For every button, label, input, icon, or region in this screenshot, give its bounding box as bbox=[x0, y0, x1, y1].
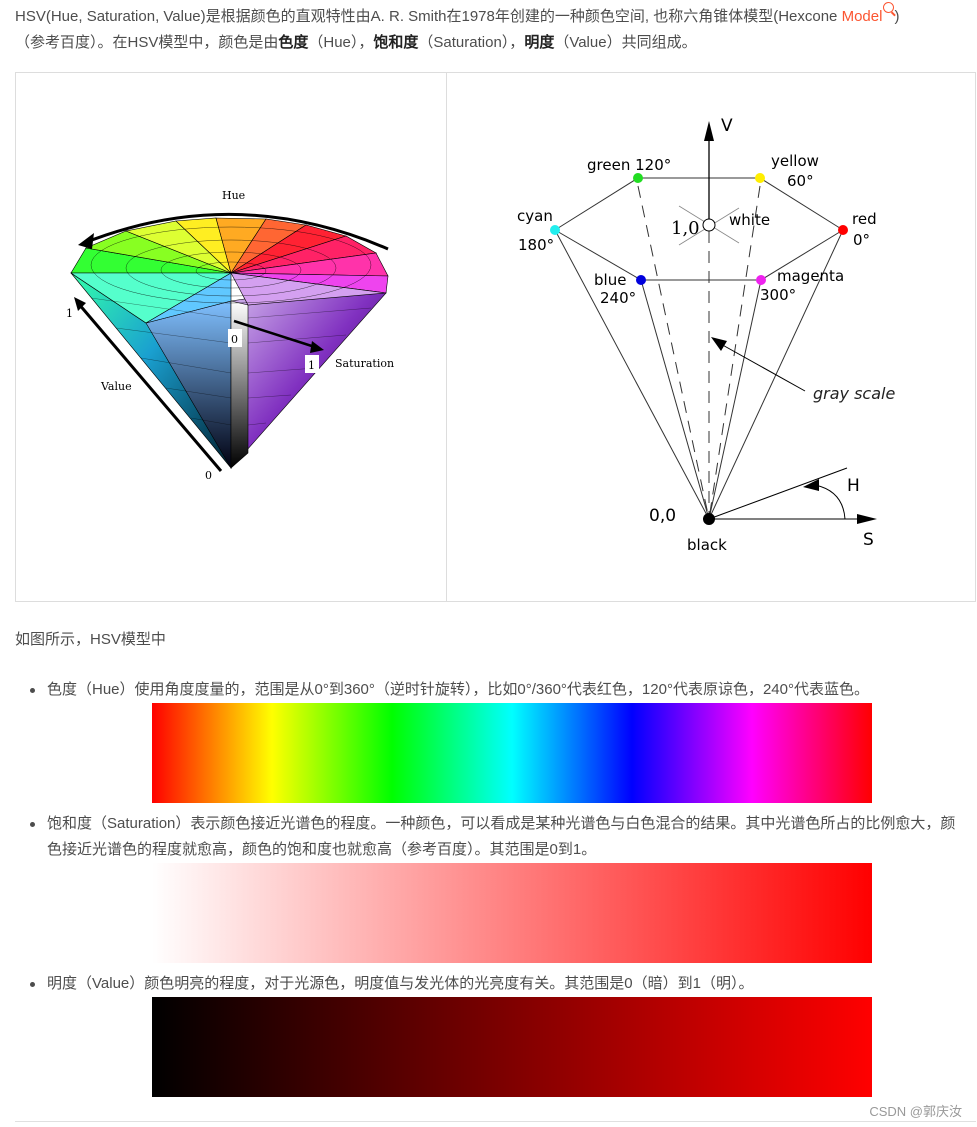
hue-gradient-bar bbox=[152, 703, 872, 803]
intro-text: HSV(Hue, Saturation, Value)是根据颜色的直观特性由A.… bbox=[15, 8, 842, 25]
divider bbox=[15, 1121, 976, 1122]
term-value: 明度 bbox=[524, 34, 555, 51]
intro-text: ) bbox=[894, 8, 900, 25]
caption: 如图所示，HSV模型中 bbox=[15, 631, 166, 648]
hsv-cone-illustration: Hue 1 0 Value 0 1 Saturation bbox=[66, 189, 394, 482]
watermark: CSDN @郭庆汝 bbox=[869, 1104, 962, 1119]
red-angle: 0° bbox=[853, 231, 870, 249]
yellow-vertex bbox=[755, 173, 765, 183]
h-label: H bbox=[847, 476, 860, 496]
bullet-hue: 色度（Hue）使用角度度量的，范围是从0°到360°（逆时针旋转），比如0°/3… bbox=[30, 677, 970, 703]
bullet-saturation: 饱和度（Saturation）表示颜色接近光谱色的程度。一种颜色，可以看成是某种… bbox=[30, 811, 970, 863]
hue-label: Hue bbox=[222, 189, 245, 202]
model-link-text[interactable]: Model bbox=[841, 8, 883, 25]
intro-text: （Hue）， bbox=[308, 34, 374, 51]
blue-angle: 240° bbox=[600, 289, 636, 307]
s-axis-label: S bbox=[863, 530, 874, 550]
hsv-cone-figure: Hue 1 0 Value 0 1 Saturation bbox=[16, 73, 447, 601]
term-hue: 色度 bbox=[278, 34, 309, 51]
yellow-angle: 60° bbox=[787, 172, 814, 190]
green-label: green 120° bbox=[587, 156, 671, 174]
model-search-link[interactable]: Model bbox=[841, 2, 895, 25]
value-max-label: 1 bbox=[66, 307, 73, 320]
bullet-text: 色度（Hue）使用角度度量的，范围是从0°到360°（逆时针旋转），比如0°/3… bbox=[47, 681, 869, 698]
intro-text: （Saturation）， bbox=[418, 34, 525, 51]
value-min-label: 0 bbox=[205, 469, 212, 482]
cyan-label: cyan bbox=[517, 207, 553, 225]
white-value-label: 1,0 bbox=[671, 218, 700, 239]
magenta-label: magenta bbox=[777, 267, 844, 285]
origin-label: 0,0 bbox=[649, 506, 676, 526]
magenta-vertex bbox=[756, 275, 766, 285]
search-icon[interactable] bbox=[883, 2, 895, 13]
figure-table: Hue 1 0 Value 0 1 Saturation bbox=[15, 72, 976, 602]
blue-label: blue bbox=[594, 271, 626, 289]
red-vertex bbox=[838, 225, 848, 235]
saturation-max-label: 1 bbox=[308, 359, 315, 372]
yellow-label: yellow bbox=[771, 152, 819, 170]
cyan-vertex bbox=[550, 225, 560, 235]
saturation-gradient-bar bbox=[152, 863, 872, 963]
saturation-min-label: 0 bbox=[231, 333, 238, 346]
bullet-text: 饱和度（Saturation）表示颜色接近光谱色的程度。一种颜色，可以看成是某种… bbox=[47, 815, 956, 858]
intro-text: （参考百度）。在HSV模型中，颜色是由 bbox=[15, 34, 279, 51]
magenta-angle: 300° bbox=[760, 286, 796, 304]
gray-scale-label: gray scale bbox=[813, 384, 895, 403]
hexcone-illustration: V 1,0 white red 0° yellow 60° green 120°… bbox=[517, 116, 895, 554]
value-label: Value bbox=[100, 380, 132, 393]
red-label: red bbox=[852, 210, 877, 228]
green-vertex bbox=[633, 173, 643, 183]
intro-text: （Value）共同组成。 bbox=[554, 34, 697, 51]
cyan-angle: 180° bbox=[518, 236, 554, 254]
bullet-value: 明度（Value）颜色明亮的程度，对于光源色，明度值与发光体的光亮度有关。其范围… bbox=[30, 971, 970, 997]
bullet-text: 明度（Value）颜色明亮的程度，对于光源色，明度值与发光体的光亮度有关。其范围… bbox=[47, 975, 754, 992]
v-axis-label: V bbox=[721, 116, 733, 136]
term-saturation: 饱和度 bbox=[373, 34, 419, 51]
intro-paragraph: HSV(Hue, Saturation, Value)是根据颜色的直观特性由A.… bbox=[15, 2, 977, 56]
value-gradient-bar bbox=[152, 997, 872, 1097]
white-label: white bbox=[729, 211, 770, 229]
black-label: black bbox=[687, 536, 727, 554]
hexcone-diagram: V 1,0 white red 0° yellow 60° green 120°… bbox=[447, 73, 975, 601]
saturation-label: Saturation bbox=[335, 357, 394, 370]
blue-vertex bbox=[636, 275, 646, 285]
